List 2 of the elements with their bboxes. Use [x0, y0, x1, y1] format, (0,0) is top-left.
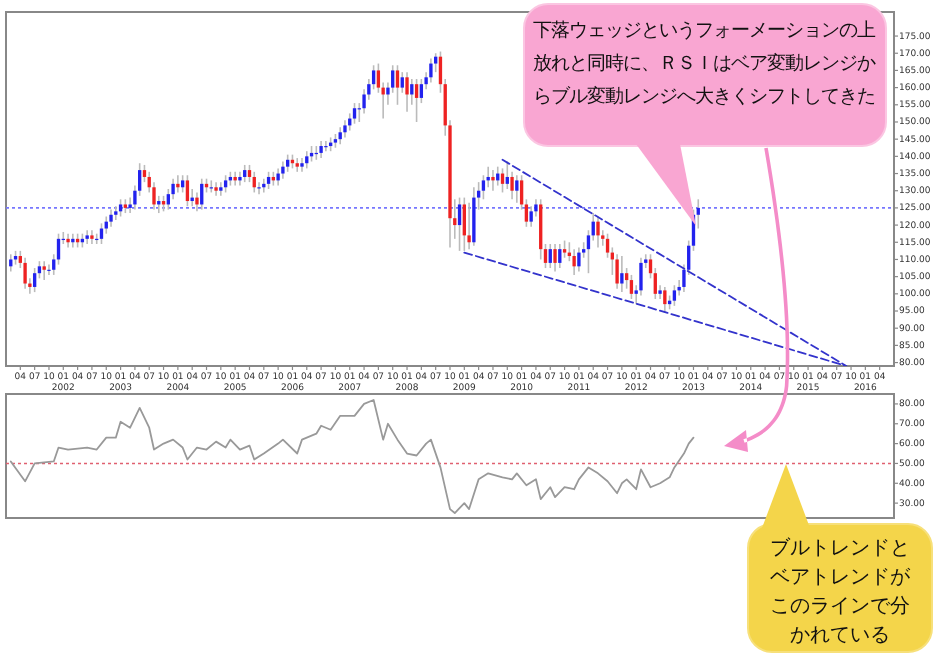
- text: ブルトレンドとベアトレンドがこのラインで分かれている: [770, 535, 912, 647]
- annotation: 下落ウェッジというフォーメーションの上放れと同時に、ＲＳＩはベア変動レンジからブル変動レンジへ大きくシフトしてきた: [533, 19, 875, 108]
